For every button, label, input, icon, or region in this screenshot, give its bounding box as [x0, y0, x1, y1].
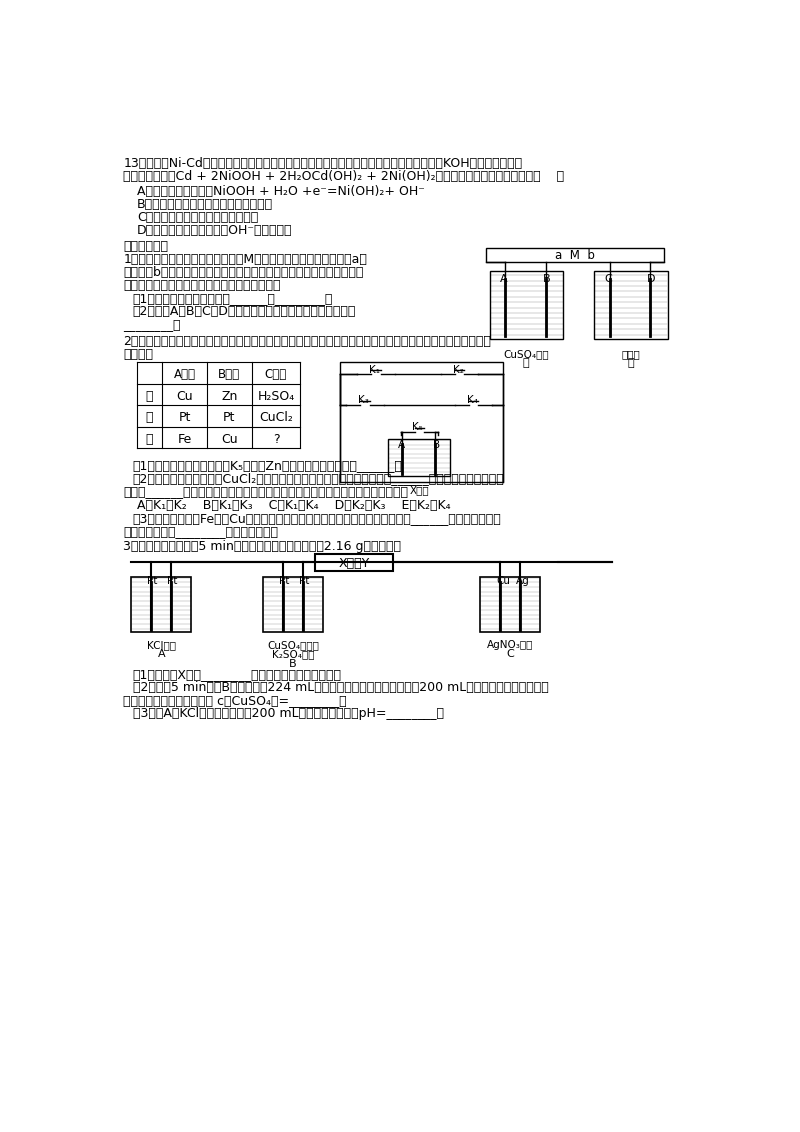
Text: A．放电时正极反应：NiOOH + H₂O +e⁻=Ni(OH)₂+ OH⁻: A．放电时正极反应：NiOOH + H₂O +e⁻=Ni(OH)₂+ OH⁻ [138, 186, 425, 198]
Text: K₂SO₄溢液: K₂SO₄溢液 [272, 650, 314, 660]
Text: （2）乙同学准备进行电解CuCl₂溢液的实验，则电解时的总反应方程式为______；实验时应闭合的电钔: （2）乙同学准备进行电解CuCl₂溢液的实验，则电解时的总反应方程式为_____… [133, 472, 504, 486]
Text: Ag: Ag [516, 576, 530, 586]
Text: D．放电时电解质溢液中的OH⁻向正极移动: D．放电时电解质溢液中的OH⁻向正极移动 [138, 224, 293, 238]
Text: C: C [605, 274, 612, 284]
Text: Pt: Pt [279, 576, 290, 586]
Bar [594, 272, 668, 340]
Text: X电源Y: X电源Y [338, 557, 370, 569]
Text: ?: ? [273, 432, 279, 446]
Text: A: A [500, 274, 507, 284]
Bar [131, 577, 191, 633]
Text: Pt: Pt [178, 411, 190, 424]
Text: 乙: 乙 [146, 411, 154, 424]
Text: 显蓝色，b端显红色，且知甲中电极材料是锤、銀，乙中电极材料是錖、: 显蓝色，b端显红色，且知甲中电极材料是锤、銀，乙中电极材料是錖、 [123, 266, 364, 278]
Text: X溢液: X溢液 [410, 486, 429, 496]
Text: 铜，且乙中两电极不发生变化。填写下列空白：: 铜，且乙中两电极不发生变化。填写下列空白： [123, 280, 281, 292]
Text: AgNO₃溢液: AgNO₃溢液 [486, 641, 533, 650]
Text: Cu: Cu [176, 389, 193, 403]
Text: A．K₁和K₂    B．K₁和K₃    C．K₁和K₄    D．K₂和K₃    E．K₂和K₄: A．K₁和K₂ B．K₁和K₃ C．K₁和K₄ D．K₂和K₃ E．K₂和K₄ [138, 498, 451, 512]
Text: 二、非选择题: 二、非选择题 [123, 240, 168, 252]
Text: 甲: 甲 [146, 389, 154, 403]
Text: 乙: 乙 [627, 359, 634, 368]
Text: Fe: Fe [178, 432, 192, 446]
Text: CuCl₂: CuCl₂ [259, 411, 293, 424]
Text: D: D [647, 274, 656, 284]
Text: A: A [398, 440, 405, 451]
Text: 合的电钔组合是________（选项如上）。: 合的电钔组合是________（选项如上）。 [123, 525, 278, 538]
Text: C电极: C电极 [265, 368, 287, 381]
Text: （3）丙同学准备在Fe上镀Cu，选择了某种盐来配制电镀液，则该盐的化学式为______，实验时，应闭: （3）丙同学准备在Fe上镀Cu，选择了某种盐来配制电镀液，则该盐的化学式为___… [133, 512, 502, 524]
Text: 2．某课外活动小组准备用如图所示的装置进行实验。现有甲、乙、丙三位同学分别选择了如下电极材料和电解: 2．某课外活动小组准备用如图所示的装置进行实验。现有甲、乙、丙三位同学分别选择了… [123, 335, 491, 349]
Text: C．放电时负极附近溢液的碗性不变: C．放电时负极附近溢液的碗性不变 [138, 212, 258, 224]
Text: CuSO₄溢液: CuSO₄溢液 [503, 349, 549, 359]
Text: 电按下式进行：Cd + 2NiOOH + 2H₂OCd(OH)₂ + 2Ni(OH)₂。有关该电池的说法正确的是（    ）: 电按下式进行：Cd + 2NiOOH + 2H₂OCd(OH)₂ + 2Ni(O… [123, 171, 564, 183]
Text: K₁: K₁ [369, 365, 380, 375]
Text: KCl溢液: KCl溢液 [146, 641, 176, 650]
Text: 甲: 甲 [523, 359, 530, 368]
Text: 变化忽略不计），则通电前 c（CuSO₄）=________。: 变化忽略不计），则通电前 c（CuSO₄）=________。 [123, 694, 347, 708]
Text: B．充电过程是化学能转化为电能的过程: B．充电过程是化学能转化为电能的过程 [138, 198, 274, 212]
Text: ________。: ________。 [123, 318, 181, 332]
Bar [490, 272, 563, 340]
Text: A: A [158, 650, 165, 660]
Bar [315, 554, 393, 571]
Text: Pt: Pt [299, 576, 310, 586]
Text: B电极: B电极 [218, 368, 241, 381]
Text: K₃: K₃ [358, 395, 369, 405]
Bar [262, 577, 323, 633]
Text: （1）甲同学在实验中将电閔K₅闭合，Zn电极上的电极反应式为______。: （1）甲同学在实验中将电閔K₅闭合，Zn电极上的电极反应式为______。 [133, 460, 402, 472]
Text: B: B [434, 440, 440, 451]
Text: CuSO₄溢液、: CuSO₄溢液、 [267, 641, 319, 650]
Text: K₄: K₄ [466, 395, 478, 405]
Text: A电极: A电极 [174, 368, 195, 381]
Text: C: C [506, 650, 514, 660]
Text: Pt: Pt [167, 576, 178, 586]
Text: （1）电源中X极是________（填「正」或「负」）极。: （1）电源中X极是________（填「正」或「负」）极。 [133, 668, 342, 681]
Text: 组合是______。（从下列五项中选择所有可能组合，第三小题也在这五项中选择）: 组合是______。（从下列五项中选择所有可能组合，第三小题也在这五项中选择） [123, 486, 408, 498]
Bar [480, 577, 540, 633]
Text: Zn: Zn [222, 389, 238, 403]
Bar [340, 362, 503, 481]
Text: H₂SO₄: H₂SO₄ [258, 389, 294, 403]
Text: Cu: Cu [496, 576, 510, 586]
Text: 质溢液：: 质溢液： [123, 349, 154, 361]
Text: a  M  b: a M b [555, 249, 595, 263]
Text: 3．如图所示，若电解5 min时，测得铜电极的质量增加2.16 g，试回答：: 3．如图所示，若电解5 min时，测得铜电极的质量增加2.16 g，试回答： [123, 540, 402, 554]
Bar [486, 248, 664, 263]
Text: 1．如图所示，当线路接通时，发现M（用石蕏试液浸浦过的滤纸）a端: 1．如图所示，当线路接通时，发现M（用石蕏试液浸浦过的滤纸）a端 [123, 252, 367, 266]
Text: 13．镍镋（Ni-Cd）可充电电池在现代生活中有广泛应用。已知某镍镋电池的电解质溢液为KOH溢液，其充、放: 13．镍镋（Ni-Cd）可充电电池在现代生活中有广泛应用。已知某镍镋电池的电解质… [123, 157, 522, 171]
Text: 稀硫酸: 稀硫酸 [622, 349, 640, 359]
Text: K₅: K₅ [412, 422, 423, 432]
Bar [388, 439, 450, 477]
Text: B: B [542, 274, 550, 284]
Text: （3）若A中KCl溢液的体积也是200 mL，则电解后溢液的pH=________。: （3）若A中KCl溢液的体积也是200 mL，则电解后溢液的pH=_______… [133, 708, 443, 720]
Text: 丙: 丙 [146, 432, 154, 446]
Text: Pt: Pt [223, 411, 236, 424]
Text: K₂: K₂ [453, 365, 463, 375]
Text: （1）甲、乙分别是什么装置______、________。: （1）甲、乙分别是什么装置______、________。 [133, 292, 333, 306]
Text: Cu: Cu [221, 432, 238, 446]
Text: （2）写出A、B、C、D的电极名称以及电极材料和电极反应式: （2）写出A、B、C、D的电极名称以及电极材料和电极反应式 [133, 306, 356, 318]
Text: Pt: Pt [147, 576, 158, 586]
Text: （2）通电5 min时，B中共收集到224 mL（标准状况）气体，溢液体积为200 mL。（电解前后溢液的体积: （2）通电5 min时，B中共收集到224 mL（标准状况）气体，溢液体积为20… [133, 681, 548, 694]
Text: B: B [289, 659, 297, 669]
